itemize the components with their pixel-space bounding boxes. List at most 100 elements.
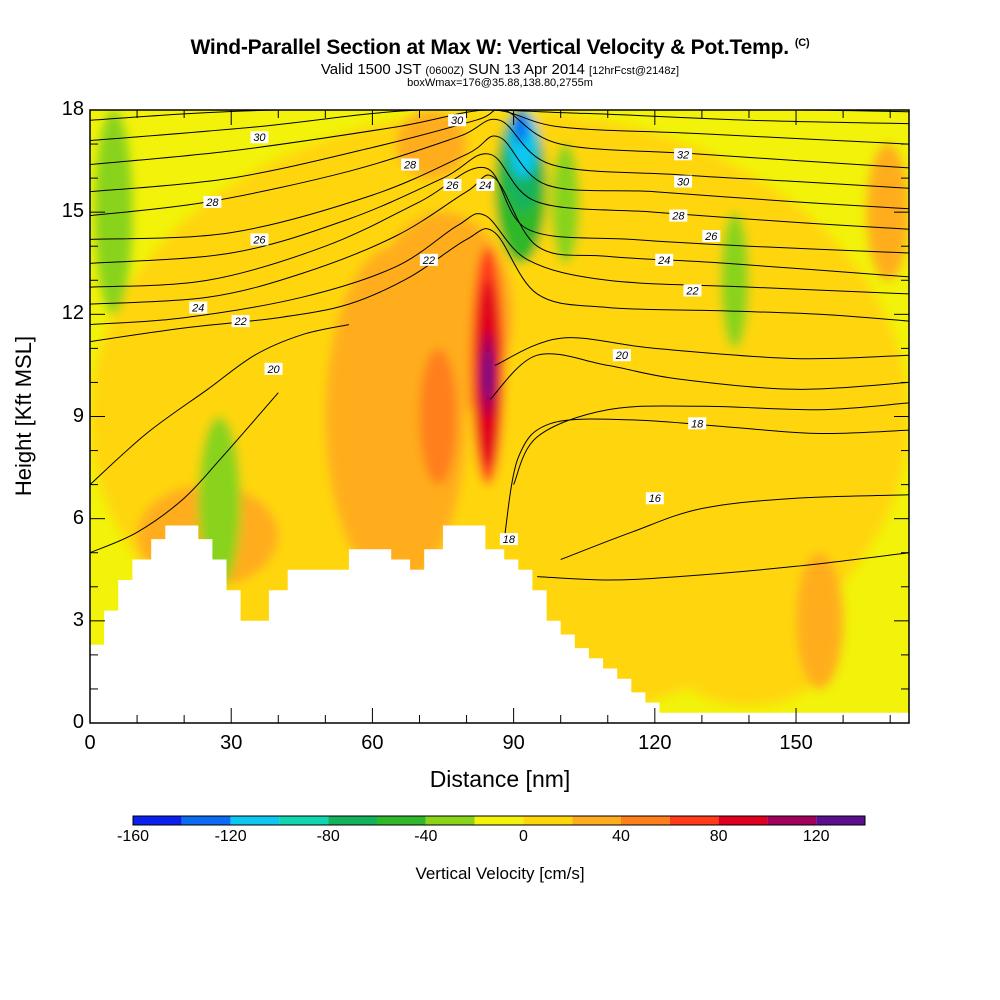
w-region [419, 348, 458, 485]
contour-label-bg [499, 533, 518, 546]
isentrope-16 [537, 552, 909, 581]
x-tick-label: 120 [638, 732, 672, 754]
contour-label: 30 [677, 177, 690, 189]
colorbar-swatch [621, 816, 670, 825]
colorbar-swatch [328, 816, 377, 825]
y-tick-label: 15 [61, 200, 84, 223]
contour-label-bg [203, 195, 222, 208]
x-tick-label: 90 [502, 732, 525, 754]
contour-label: 30 [253, 132, 266, 144]
contour-label: 16 [649, 493, 662, 505]
contour-label-bg [419, 253, 438, 266]
chart-title: Wind-Parallel Section at Max W: Vertical… [190, 36, 810, 59]
y-tick-label: 18 [61, 98, 84, 120]
w-region [483, 348, 493, 400]
colorbar-swatch [669, 816, 719, 825]
isentrope-22 [90, 213, 909, 326]
y-tick-label: 3 [72, 608, 84, 631]
w-region [720, 212, 749, 349]
isentrope-28 [90, 118, 909, 217]
y-tick-label: 0 [72, 711, 84, 733]
contour-label: 26 [704, 231, 718, 243]
isentrope-22 [90, 228, 909, 343]
isentrope-24 [90, 166, 909, 288]
contour-label: 28 [403, 159, 417, 171]
x-tick-label: 150 [779, 732, 813, 754]
colorbar-tick-label: 40 [612, 828, 630, 845]
isentrope-20 [90, 324, 350, 485]
colorbar-tick-label: 120 [802, 828, 830, 845]
contour-label-bg [231, 315, 250, 328]
contour-label: 24 [657, 255, 670, 267]
x-axis-label: Distance [nm] [429, 766, 571, 792]
isentrope-16 [560, 494, 909, 560]
title-mark: (C) [794, 37, 810, 49]
w-region [866, 144, 909, 281]
colorbar-swatch [474, 816, 524, 825]
x-tick-label: 0 [84, 732, 96, 754]
w-blobs [90, 110, 909, 723]
contour-label-bg [645, 492, 664, 505]
axis-ticks [89, 109, 909, 724]
terrain-mask [90, 525, 909, 723]
contour-label: 22 [685, 285, 698, 297]
contour-label: 26 [252, 234, 266, 246]
terrain-shape [90, 525, 909, 723]
contour-label: 18 [503, 534, 516, 546]
contour-label-bg [476, 178, 495, 191]
isentrope-20 [489, 353, 909, 400]
colorbar [132, 815, 866, 826]
contour-label-bg [702, 230, 721, 243]
contour-label-bg [250, 233, 269, 246]
colorbar-tick-label: -160 [116, 828, 150, 845]
isentrope-18 [503, 418, 909, 540]
x-tick-label: 30 [220, 732, 243, 754]
chart-subtitle: Valid 1500 JST (0600Z) SUN 13 Apr 2014 [… [320, 61, 680, 78]
y-axis-label: Height [Kft MSL] [11, 335, 36, 497]
colorbar-tick-label: 80 [709, 828, 728, 845]
colorbar-tick-label: -40 [414, 828, 438, 845]
contour-labels: 30 28 26 24 22 20 30 28 26 24 22 32 30 28 26 24 22 20 18 16… [189, 114, 721, 546]
chart-subtitle-box: boxWmax=176@35.88,138.80,2755m [407, 77, 593, 89]
isentrope-28 [90, 110, 909, 193]
contour-label-bg [612, 349, 631, 362]
y-tick-label: 6 [72, 506, 84, 529]
colorbar-swatch [425, 816, 475, 825]
x-tick-label: 60 [361, 732, 384, 754]
colorbar-tick-label: -80 [316, 828, 340, 845]
colorbar-swatch [133, 816, 182, 825]
colorbar-tick-label: -120 [214, 828, 247, 845]
colorbar-label: Vertical Velocity [cm/s] [415, 864, 585, 883]
contour-label: 32 [677, 149, 689, 161]
colorbar-swatch [816, 816, 865, 825]
colorbar-swatch [377, 816, 426, 825]
contour-label: 20 [615, 350, 629, 362]
contour-label: 28 [205, 197, 219, 209]
colorbar-swatch [230, 816, 280, 825]
contour-label: 22 [233, 316, 246, 328]
contour-label-bg [189, 301, 208, 314]
colorbar-swatch [181, 816, 231, 825]
contour-label-bg [401, 158, 420, 171]
isentrope-26 [90, 153, 909, 264]
contour-label-bg [443, 178, 462, 191]
contour-label-bg [250, 131, 269, 144]
contour-label: 30 [451, 115, 464, 127]
contour-label-bg [669, 209, 688, 222]
contour-label-bg [683, 284, 702, 297]
contour-label-bg [688, 417, 707, 430]
isentrope-20 [494, 337, 909, 366]
colorbar-tick-label: 0 [518, 828, 528, 845]
isentrope-18 [513, 402, 909, 485]
contour-label: 18 [691, 418, 704, 430]
y-tick-label: 9 [72, 404, 84, 427]
w-region [654, 552, 844, 706]
w-region [796, 552, 844, 689]
colorbar-swatch [572, 816, 621, 825]
y-tick-label: 12 [61, 302, 84, 325]
contour-label: 26 [445, 180, 459, 192]
contour-label: 20 [266, 364, 280, 376]
contour-label: 24 [478, 180, 491, 192]
contour-label: 24 [191, 303, 204, 315]
